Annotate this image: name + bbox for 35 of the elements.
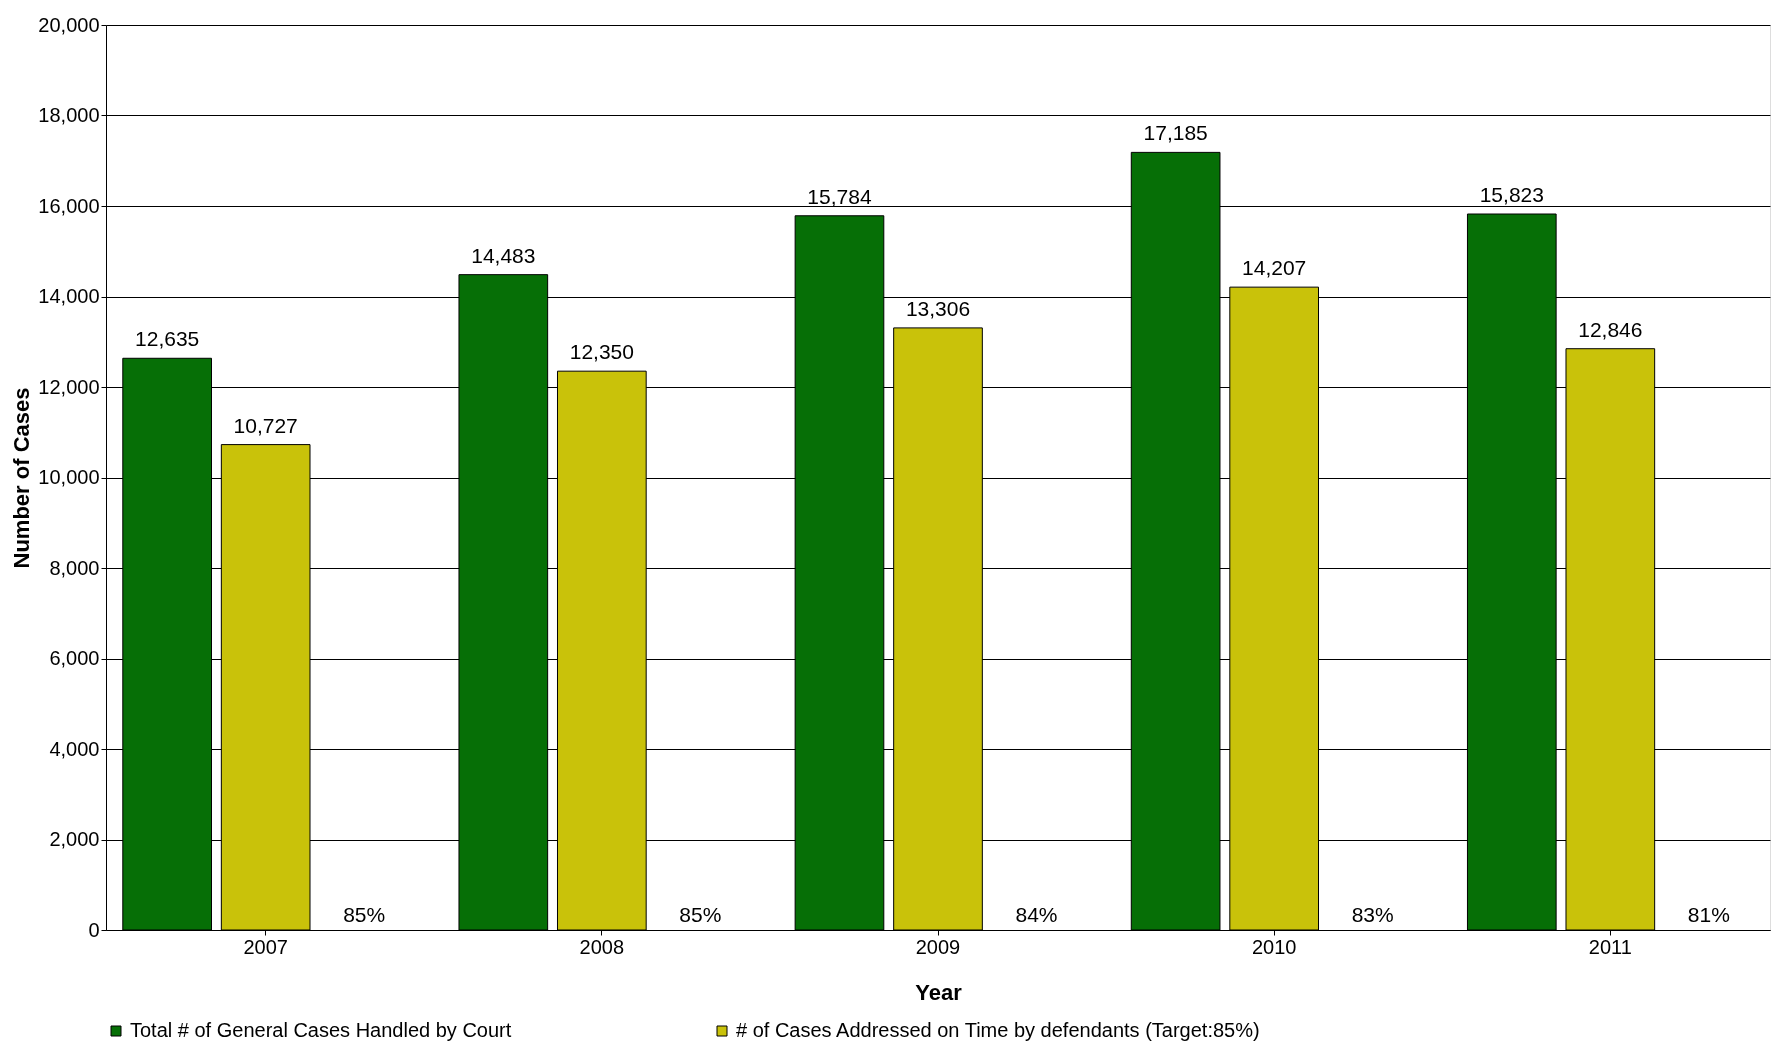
legend-label: Total # of General Cases Handled by Court — [130, 1019, 512, 1041]
data-label: 12,350 — [569, 340, 634, 364]
x-tick-label: 2010 — [1251, 935, 1297, 958]
y-tick-label: 12,000 — [38, 375, 100, 398]
data-label: 17,185 — [1143, 121, 1208, 145]
y-tick-label: 8,000 — [49, 556, 100, 579]
annotation: 84% — [1015, 903, 1058, 926]
y-tick-label: 14,000 — [38, 285, 100, 307]
x-tick-label: 2007 — [243, 935, 288, 958]
x-axis-title: Year — [915, 979, 963, 1005]
y-tick-label: 20,000 — [38, 13, 100, 36]
y-tick-label: 10,000 — [38, 466, 100, 488]
y-tick-label: 2,000 — [49, 828, 100, 850]
annotation: 85% — [679, 903, 722, 926]
data-label: 12,846 — [1578, 317, 1643, 341]
x-tick-label: 2008 — [579, 935, 625, 958]
y-tick-label: 16,000 — [38, 194, 100, 217]
data-label: 14,483 — [471, 243, 536, 267]
y-tick-label: 4,000 — [49, 737, 100, 760]
legend-label: # of Cases Addressed on Time by defendants (Target:85%) — [736, 1019, 1260, 1041]
x-tick-label: 2011 — [1588, 935, 1632, 958]
annotation: 83% — [1351, 903, 1394, 926]
x-tick-label: 2009 — [915, 935, 961, 958]
y-tick-label: 0 — [88, 918, 100, 941]
y-axis-title: Number of Cases — [9, 387, 35, 569]
annotation: 85% — [343, 903, 386, 926]
y-tick-label: 6,000 — [49, 647, 100, 669]
data-label: 15,823 — [1479, 183, 1544, 207]
data-label: 10,727 — [233, 413, 298, 437]
data-label: 14,207 — [1242, 256, 1307, 280]
y-tick-label: 18,000 — [38, 104, 100, 126]
data-label: 12,635 — [135, 327, 200, 351]
data-label: 13,306 — [905, 296, 971, 320]
annotation: 81% — [1687, 903, 1730, 926]
data-label: 15,784 — [807, 184, 872, 208]
